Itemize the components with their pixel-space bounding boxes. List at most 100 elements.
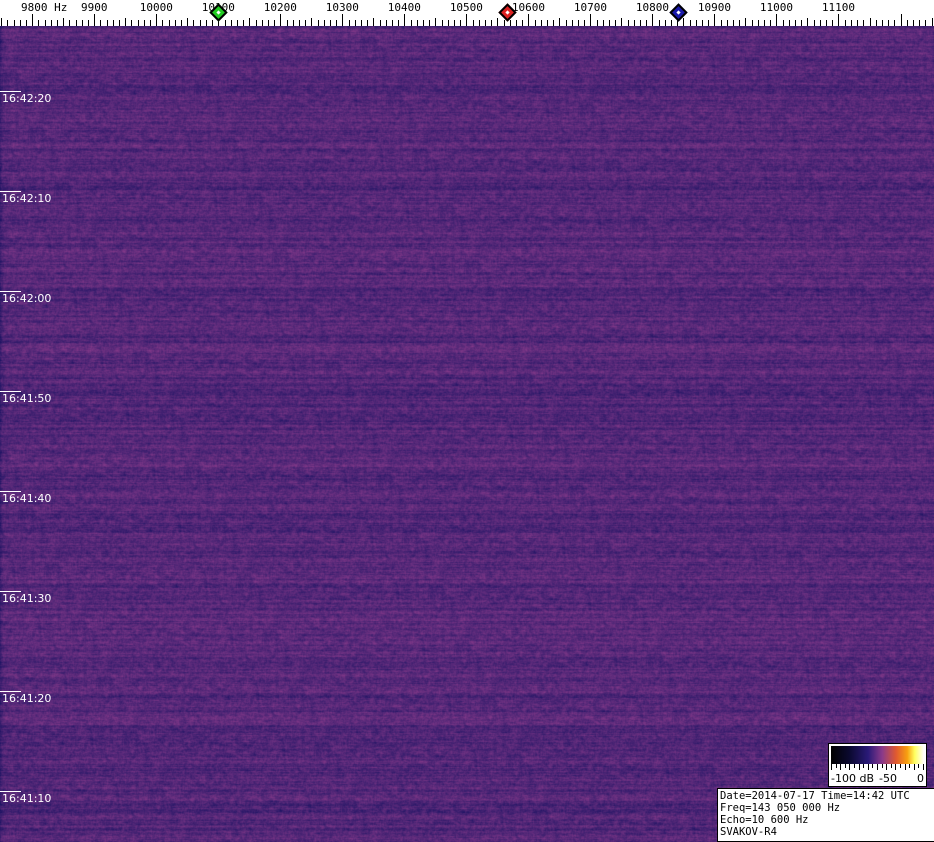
time-tick-label: 16:42:10 [2,192,52,205]
axis-tick [559,18,560,26]
axis-tick-label: 10200 [263,1,297,14]
time-tick-label: 16:41:40 [2,492,52,505]
scale-tick [844,764,846,768]
axis-tick-label: 10000 [139,1,173,14]
axis-tick [510,20,511,26]
axis-tick [739,20,740,26]
axis-tick-label: 9900 [81,1,108,14]
scale-tick [858,764,860,770]
axis-tick [696,20,697,26]
axis-tick [609,20,610,26]
axis-tick [349,20,350,26]
time-tick-label: 16:42:00 [2,292,52,305]
axis-tick-label: 11000 [759,1,794,14]
axis-tick [367,20,368,26]
axis-tick [758,20,759,26]
axis-tick [770,20,771,26]
axis-tick [652,14,653,26]
axis-tick [63,18,64,26]
axis-tick [88,20,89,26]
axis-tick [727,20,728,26]
axis-tick [479,20,480,26]
axis-tick [243,20,244,26]
info-frequency: Freq=143 050 000 Hz [720,802,841,814]
axis-tick [894,20,895,26]
axis-tick [665,20,666,26]
axis-tick [820,20,821,26]
axis-tick [398,20,399,26]
axis-tick [677,20,678,26]
axis-tick [386,20,387,26]
axis-tick [411,20,412,26]
axis-tick [380,20,381,26]
scale-tick [886,764,888,770]
axis-tick [14,20,15,26]
axis-tick [714,14,715,26]
scale-tick [867,764,869,770]
axis-tick [287,20,288,26]
axis-tick [838,14,839,26]
scale-tick [863,764,865,768]
scale-label-mid: -50 [879,772,897,785]
scale-tick [854,764,855,768]
axis-tick [634,20,635,26]
axis-tick [671,20,672,26]
axis-tick [249,18,250,26]
axis-tick [225,20,226,26]
axis-tick-label: 10400 [387,1,421,14]
time-tick-label: 16:42:20 [2,92,52,105]
scale-tick [877,764,878,770]
axis-tick [435,18,436,26]
axis-tick [764,20,765,26]
axis-tick [572,20,573,26]
axis-tick [801,20,802,26]
axis-tick [504,20,505,26]
scale-tick [872,764,874,768]
axis-tick [621,18,622,26]
time-tick [0,291,21,292]
axis-tick [919,20,920,26]
axis-tick [597,20,598,26]
time-tick [0,791,21,792]
axis-tick [361,20,362,26]
axis-tick [280,14,281,26]
axis-tick [423,20,424,26]
axis-tick-label: 10900 [697,1,732,14]
info-station: SVAKOV-R4 [720,826,777,838]
info-box: Date=2014-07-17 Time=14:42 UTC Freq=143 … [717,788,934,842]
time-tick [0,191,21,192]
axis-tick [82,20,83,26]
axis-tick [795,20,796,26]
axis-tick [175,20,176,26]
axis-tick [522,20,523,26]
scale-tick [909,764,911,768]
axis-tick [553,20,554,26]
axis-tick [913,20,914,26]
axis-tick [683,18,684,26]
axis-tick [311,18,312,26]
axis-tick [814,20,815,26]
axis-tick [882,20,883,26]
axis-tick [138,20,139,26]
axis-tick [851,20,852,26]
axis-tick-label: 9800 Hz [21,1,68,14]
frequency-marker-icon[interactable] [669,3,689,22]
axis-tick [144,20,145,26]
scale-tick [881,764,883,768]
axis-tick [125,18,126,26]
axis-tick [876,20,877,26]
time-tick [0,391,21,392]
axis-tick [94,14,95,26]
time-tick [0,591,21,592]
scale-tick [835,764,837,768]
axis-tick [76,20,77,26]
axis-tick [776,14,777,26]
scale-tick [895,764,897,770]
axis-tick [20,20,21,26]
time-tick [0,91,21,92]
axis-tick [318,20,319,26]
axis-tick [131,20,132,26]
axis-tick [69,20,70,26]
axis-tick [466,14,467,26]
axis-tick [628,20,629,26]
